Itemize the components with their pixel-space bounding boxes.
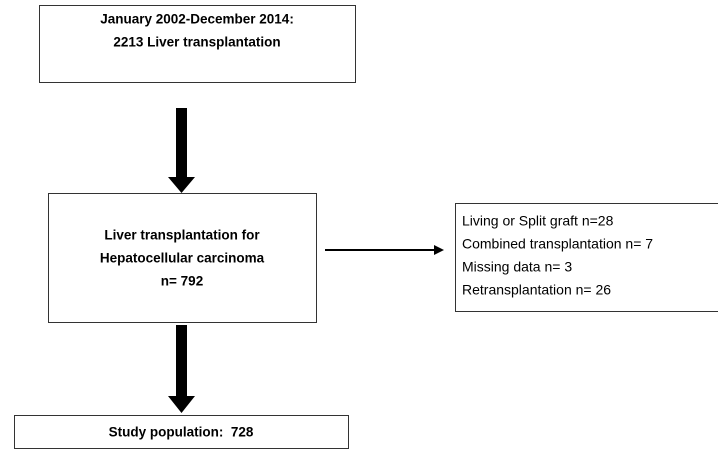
arrow-head — [168, 177, 195, 193]
arrow-shaft — [176, 325, 187, 397]
arrow-head — [168, 396, 195, 413]
arrow-head — [434, 245, 444, 255]
box-text: Liver transplantation for — [104, 228, 260, 243]
box — [455, 203, 718, 312]
box-text: Missing data n= 3 — [462, 259, 572, 275]
box — [48, 193, 317, 323]
box-text: Retransplantation n= 26 — [462, 282, 611, 298]
box-text: n= 792 — [161, 274, 203, 289]
box — [14, 415, 349, 449]
box-text: Living or Split graft n=28 — [462, 213, 614, 229]
box-text: Hepatocellular carcinoma — [100, 251, 265, 266]
box-text: January 2002-December 2014: — [100, 12, 294, 27]
box-text: Study population: 728 — [109, 425, 254, 440]
box — [39, 5, 356, 83]
box-text: Combined transplantation n= 7 — [462, 236, 653, 252]
arrow-shaft — [176, 108, 187, 178]
box-text: 2213 Liver transplantation — [113, 35, 280, 50]
